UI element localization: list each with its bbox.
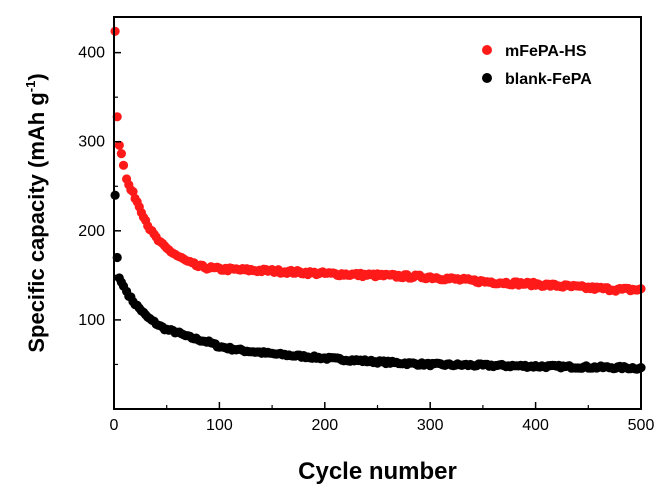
legend-marker-mfepa-hs: [482, 45, 492, 55]
data-points: [110, 26, 646, 374]
data-point: [116, 149, 126, 159]
legend: mFePA-HS blank-FePA: [482, 43, 592, 88]
series-mFePA-HS: [110, 26, 646, 296]
axis-ticks: [113, 51, 642, 410]
y-axis-title-sup: -1: [23, 81, 38, 93]
axis-tick-labels: 0 100 200 300 400 500 100 200 300 400: [78, 45, 654, 434]
legend-label-mfepa-hs: mFePA-HS: [505, 43, 587, 60]
x-axis-title: Cycle number: [298, 458, 457, 485]
x-tick-label: 300: [417, 417, 444, 434]
data-point: [110, 26, 120, 36]
y-tick-label: 300: [78, 134, 105, 151]
x-tick-label: 500: [628, 417, 655, 434]
x-tick-label: 0: [110, 417, 119, 434]
series-blank-FePA: [110, 190, 646, 374]
x-tick-label: 200: [311, 417, 338, 434]
y-tick-label: 200: [78, 223, 105, 240]
y-axis-title-close: ): [24, 73, 49, 80]
y-axis-title: Specific capacity (mAh g-1): [23, 73, 49, 352]
x-tick-label: 100: [206, 417, 233, 434]
y-tick-label: 100: [78, 312, 105, 329]
data-point: [118, 160, 129, 170]
legend-marker-blank-fepa: [482, 73, 492, 83]
x-tick-label: 400: [522, 417, 549, 434]
legend-label-blank-fepa: blank-FePA: [505, 71, 592, 88]
data-point: [128, 187, 138, 197]
data-point: [114, 140, 124, 150]
y-axis-title-main: Specific capacity (mAh g: [24, 92, 49, 352]
y-tick-label: 400: [78, 45, 105, 62]
data-point: [110, 190, 120, 200]
